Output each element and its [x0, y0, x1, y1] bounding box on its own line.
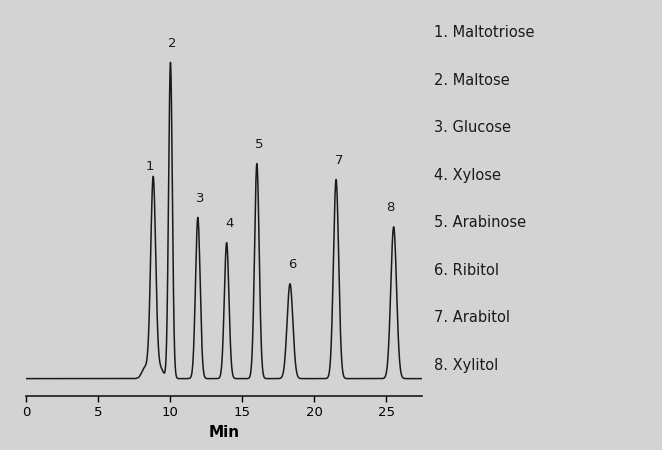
Text: 1: 1: [146, 160, 154, 173]
Text: 7: 7: [334, 154, 343, 167]
Text: 7. Arabitol: 7. Arabitol: [434, 310, 510, 325]
X-axis label: Min: Min: [209, 425, 240, 440]
Text: 3. Glucose: 3. Glucose: [434, 120, 511, 135]
Text: 8: 8: [386, 201, 395, 214]
Text: 1. Maltotriose: 1. Maltotriose: [434, 25, 535, 40]
Text: 2. Maltose: 2. Maltose: [434, 72, 510, 87]
Text: 5: 5: [256, 138, 263, 151]
Text: 4: 4: [225, 217, 234, 230]
Text: 2: 2: [168, 37, 177, 50]
Text: 3: 3: [196, 192, 205, 205]
Text: 6: 6: [289, 258, 297, 271]
Text: 8. Xylitol: 8. Xylitol: [434, 358, 498, 373]
Text: 6. Ribitol: 6. Ribitol: [434, 263, 499, 278]
Text: 5. Arabinose: 5. Arabinose: [434, 215, 526, 230]
Text: 4. Xylose: 4. Xylose: [434, 167, 501, 183]
